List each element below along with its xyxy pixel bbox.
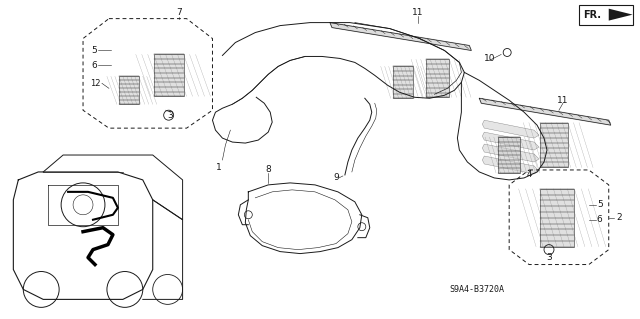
- Text: 4: 4: [527, 170, 532, 179]
- Text: FR.: FR.: [583, 10, 601, 20]
- Text: 3: 3: [168, 111, 173, 120]
- Text: 1: 1: [216, 163, 221, 173]
- Text: 11: 11: [557, 96, 569, 105]
- Bar: [119, 76, 139, 104]
- Polygon shape: [609, 9, 632, 21]
- Text: 5: 5: [92, 46, 97, 55]
- Text: 8: 8: [266, 166, 271, 174]
- Polygon shape: [483, 120, 539, 138]
- Text: 9: 9: [333, 174, 339, 182]
- Polygon shape: [479, 98, 611, 125]
- Text: S9A4-B3720A: S9A4-B3720A: [450, 285, 505, 294]
- Polygon shape: [483, 132, 539, 150]
- Text: 2: 2: [617, 213, 622, 222]
- Bar: [498, 137, 520, 173]
- Text: 7: 7: [176, 8, 182, 17]
- Polygon shape: [330, 23, 471, 50]
- Text: 3: 3: [546, 253, 552, 262]
- Bar: [393, 66, 413, 98]
- Bar: [579, 5, 632, 25]
- Bar: [426, 59, 449, 97]
- Text: 12: 12: [90, 79, 101, 88]
- Bar: [540, 123, 568, 167]
- Text: 6: 6: [596, 215, 602, 224]
- Text: 11: 11: [412, 8, 423, 17]
- Bar: [540, 189, 574, 247]
- Polygon shape: [483, 144, 539, 162]
- Polygon shape: [483, 156, 539, 174]
- Bar: [154, 55, 184, 96]
- Text: 5: 5: [596, 200, 602, 209]
- Text: 6: 6: [92, 61, 97, 70]
- Text: 10: 10: [483, 54, 495, 63]
